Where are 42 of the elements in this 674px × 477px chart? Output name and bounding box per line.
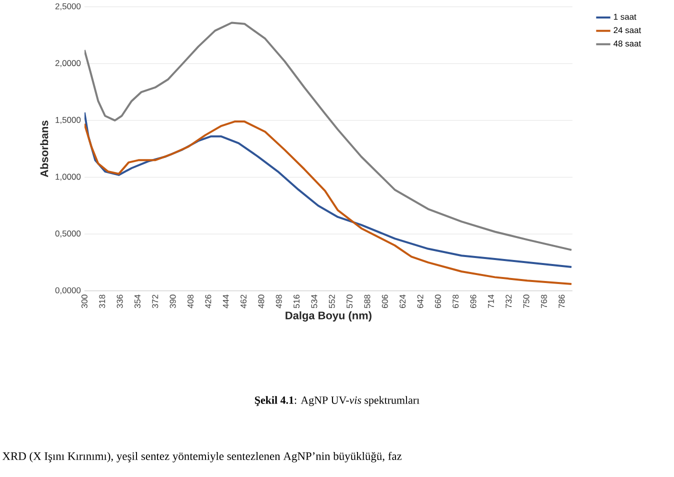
x-tick-label: 408 (188, 294, 194, 308)
x-tick-label: 678 (452, 294, 459, 308)
x-tick-label: 516 (294, 294, 300, 308)
x-tick-label: 696 (470, 294, 476, 308)
x-tick-label: 534 (311, 294, 318, 308)
legend-label: 1 saat (614, 14, 636, 20)
text: XRD (X Işını Kırınımı), yeşil sentez yöntemiyle sentezlenen AgNP’nin büyüklüğü, faz (2, 452, 402, 462)
x-tick-label: 426 (205, 294, 212, 308)
x-tick-label: 390 (170, 294, 176, 308)
x-tick-label: 642 (417, 294, 424, 308)
x-tick-label: 372 (152, 294, 158, 308)
x-tick-label: 606 (382, 294, 388, 308)
x-tick-label: 624 (400, 294, 406, 308)
y-tick-label: 0,0000 (55, 287, 81, 294)
x-tick-label: 552 (328, 294, 335, 308)
line-series (84, 22, 572, 251)
text: Şekil 4.1: AgNP UV-vis spektrumları (254, 396, 420, 406)
x-tick-label: 462 (240, 294, 247, 308)
y-tick-label: 2,5000 (55, 3, 81, 10)
x-tick-label: 570 (346, 294, 353, 308)
x-tick-label: 498 (276, 294, 282, 308)
x-tick-label: 714 (488, 294, 494, 308)
y-tick-label: 2,0000 (55, 60, 81, 68)
x-tick-label: 660 (434, 294, 441, 308)
x-tick-label: 300 (81, 294, 88, 308)
legend-label: 24 saat (614, 27, 642, 34)
x-tick-label: 336 (116, 294, 123, 308)
x-tick-label: 732 (506, 294, 512, 308)
x-tick-label: 480 (258, 294, 264, 308)
y-tick-label: 0,5000 (55, 230, 81, 238)
x-tick-label: 318 (99, 294, 106, 308)
y-tick-label: 1,5000 (56, 116, 81, 124)
y-tick-label: 1,0000 (56, 174, 81, 181)
x-tick-label: 354 (134, 294, 140, 308)
legend-label: 48 saat (614, 40, 642, 46)
x-tick-label: 768 (540, 294, 547, 308)
x-tick-label: 786 (558, 294, 565, 308)
y-axis-title: Absorbans (40, 120, 48, 178)
x-tick-label: 750 (523, 294, 530, 308)
x-tick-label: 588 (364, 294, 370, 308)
x-tick-label: 444 (222, 294, 229, 308)
x-axis-title: Dalga Boyu (nm) (286, 311, 372, 322)
